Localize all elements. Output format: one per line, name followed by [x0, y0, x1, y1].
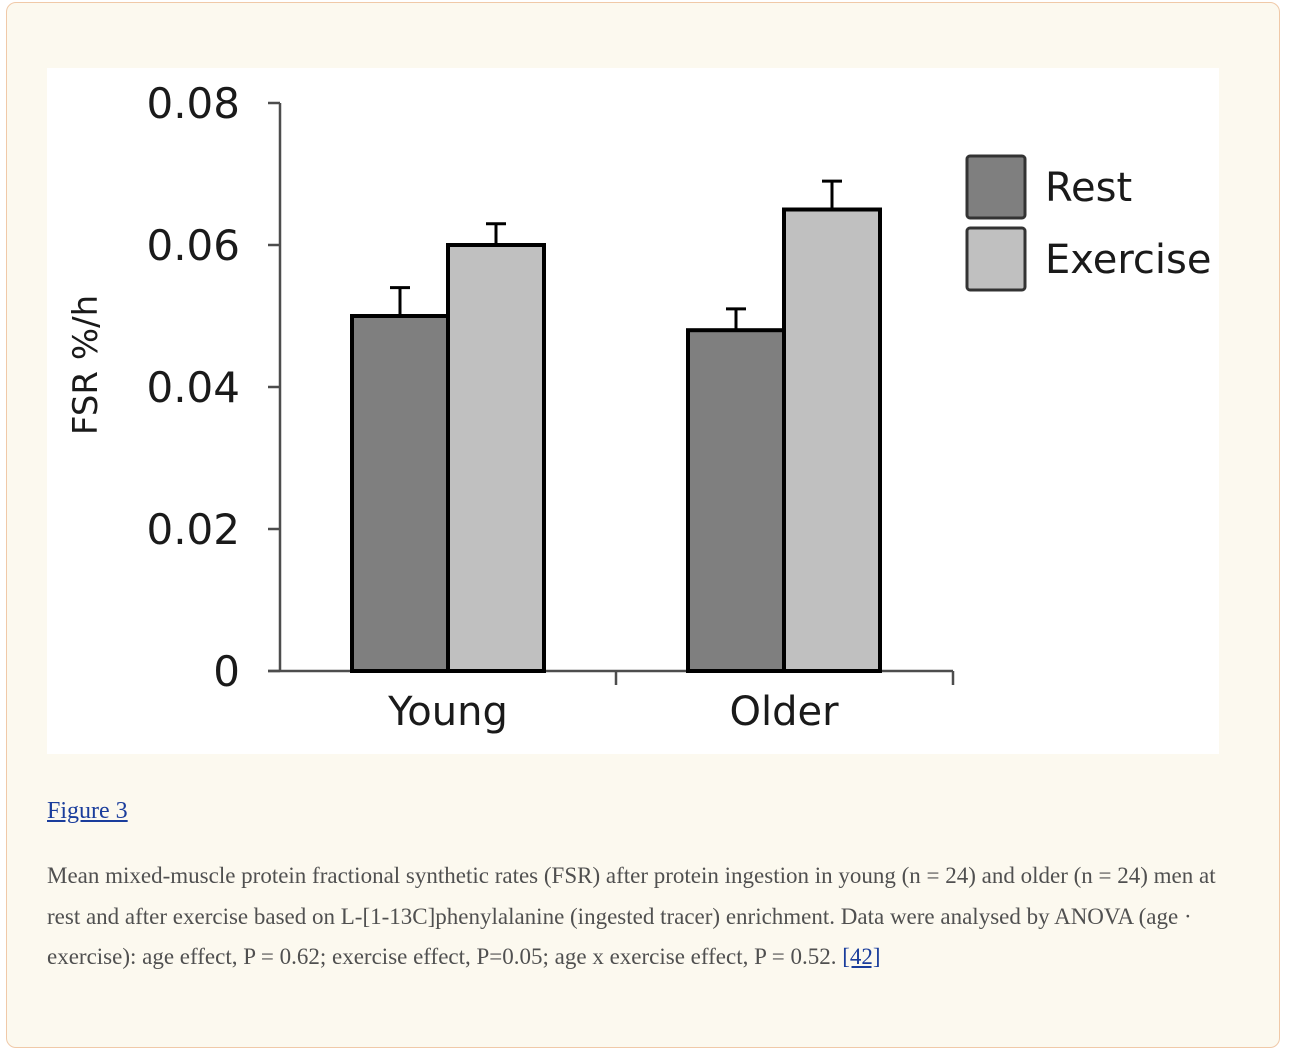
figure-link[interactable]: Figure 3	[47, 798, 128, 824]
legend-label-rest: Rest	[1045, 165, 1132, 211]
y-tick-label: 0	[213, 647, 240, 696]
caption-text: Mean mixed-muscle protein fractional syn…	[47, 863, 1216, 969]
y-tick-label: 0.02	[146, 505, 240, 554]
bar-exercise-older	[782, 207, 882, 673]
y-tick-label: 0.08	[146, 79, 240, 128]
x-tick-label: Young	[387, 689, 508, 735]
x-tick-label: Older	[729, 689, 839, 735]
figure-image: 0 0.02 0.04 0.06 0.08 FSR %/h Young Older Rest Ex…	[47, 68, 1219, 754]
y-axis-label: FSR %/h	[66, 295, 106, 435]
reference-link[interactable]: [42]	[842, 944, 881, 969]
legend-swatch-rest	[965, 154, 1027, 220]
bar-rest-young	[350, 314, 450, 673]
legend-swatch-exercise	[965, 226, 1027, 292]
bar-rest-older	[686, 328, 786, 673]
bar-exercise-young	[446, 243, 546, 673]
y-tick-label: 0.04	[146, 363, 240, 412]
figure-caption: Mean mixed-muscle protein fractional syn…	[47, 856, 1247, 978]
legend-label-exercise: Exercise	[1045, 237, 1211, 283]
y-tick-label: 0.06	[146, 221, 240, 270]
bar-chart: 0 0.02 0.04 0.06 0.08 FSR %/h Young Older Rest Ex…	[66, 79, 1211, 735]
